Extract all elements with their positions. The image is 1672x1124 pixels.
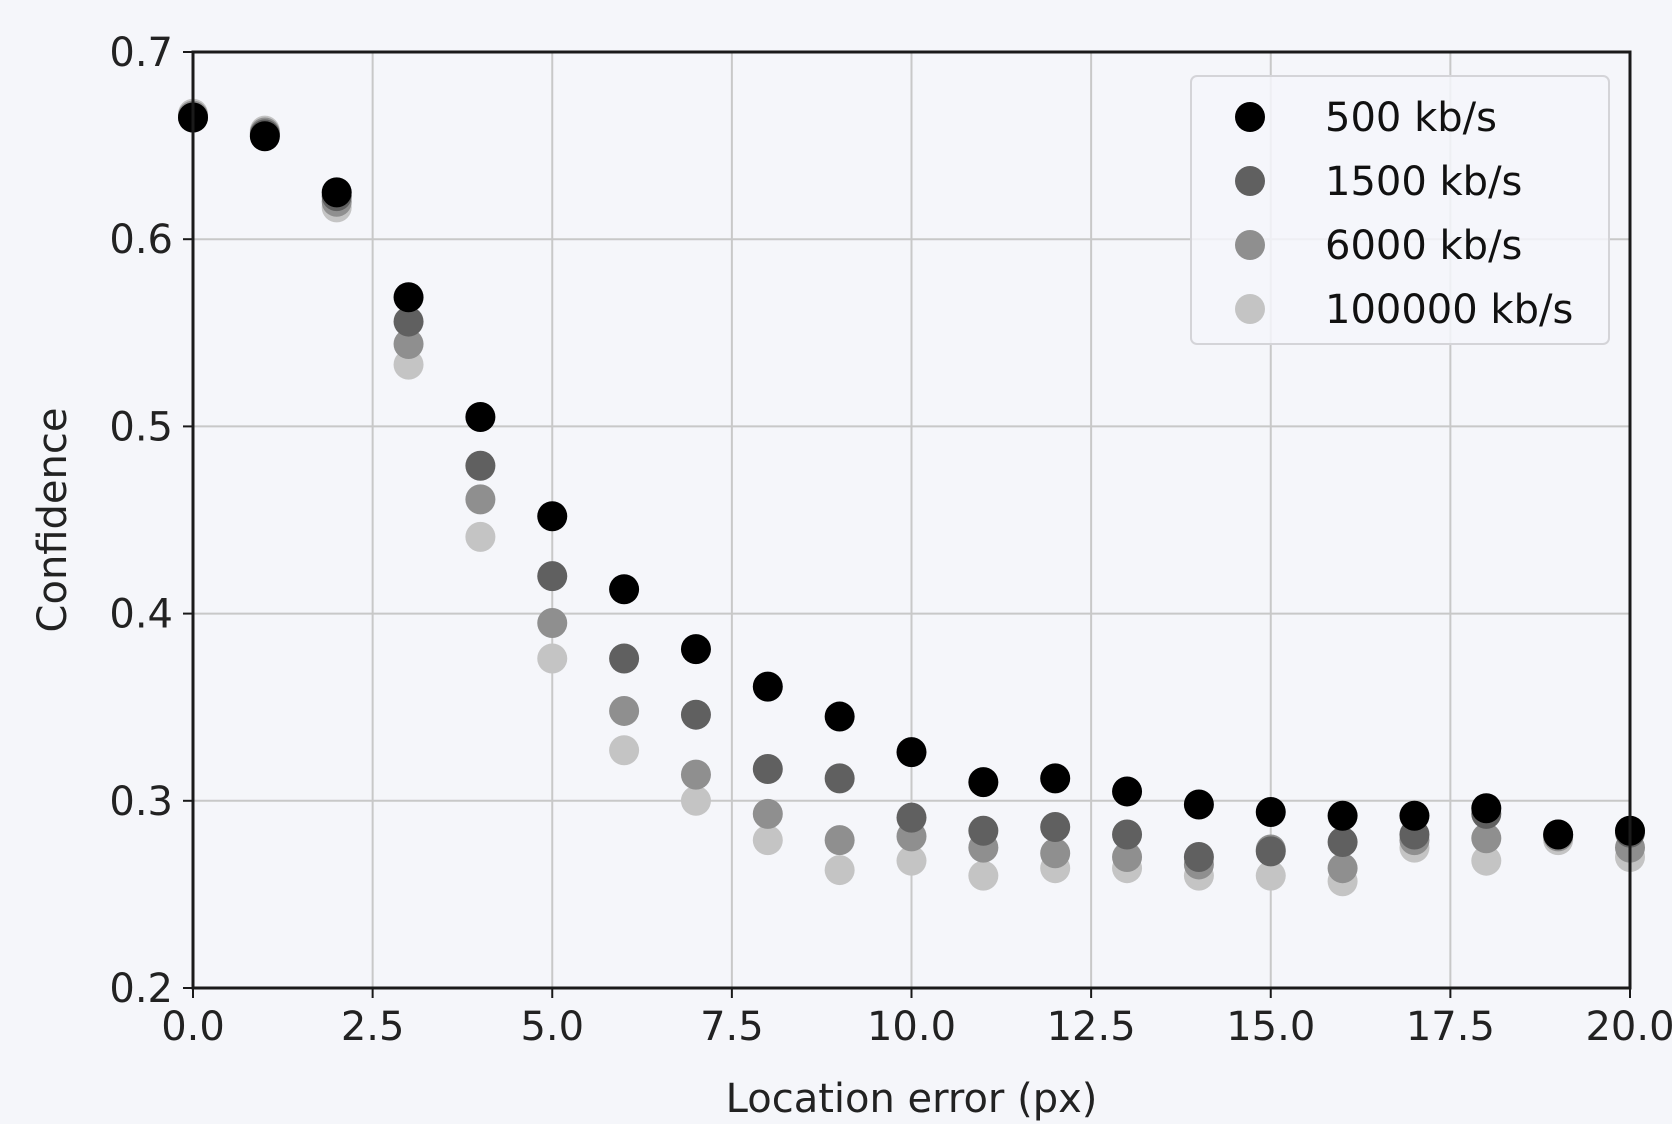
data-point xyxy=(465,402,496,433)
data-point xyxy=(824,855,855,886)
data-point xyxy=(896,737,927,768)
legend-marker xyxy=(1235,166,1265,196)
legend: 500 kb/s 1500 kb/s 6000 kb/s 100000 kb/s xyxy=(1190,75,1610,345)
x-tick-label: 7.5 xyxy=(700,1004,764,1050)
data-point xyxy=(968,767,999,798)
data-point xyxy=(968,860,999,891)
data-point xyxy=(968,815,999,846)
data-point xyxy=(1399,800,1430,831)
data-point xyxy=(1327,800,1358,831)
data-point xyxy=(1327,826,1358,857)
data-point xyxy=(465,484,496,515)
data-point xyxy=(680,634,711,665)
data-point xyxy=(1112,841,1143,872)
data-point xyxy=(752,671,783,702)
data-point xyxy=(752,798,783,829)
legend-box xyxy=(1190,75,1610,345)
data-point xyxy=(1112,776,1143,807)
x-axis-label: Location error (px) xyxy=(726,1076,1098,1122)
legend-label: 1500 kb/s xyxy=(1325,159,1522,205)
data-point xyxy=(609,574,640,605)
data-point xyxy=(1471,793,1502,824)
data-point xyxy=(1183,789,1214,820)
data-point xyxy=(1040,763,1071,794)
data-point xyxy=(680,759,711,790)
x-tick-label: 2.5 xyxy=(341,1004,405,1050)
data-point xyxy=(393,329,424,360)
data-point xyxy=(393,282,424,313)
data-point xyxy=(896,845,927,876)
axis-ticks: 0.0 2.5 5.0 7.5 10.0 12.5 15.0 17.5 20.0 0.2 0.3 0.… xyxy=(109,30,1672,1050)
x-tick-label: 0.0 xyxy=(161,1004,225,1050)
y-tick-label: 0.7 xyxy=(109,30,173,76)
x-tick-label: 17.5 xyxy=(1406,1004,1495,1050)
data-point xyxy=(1040,812,1071,843)
legend-label: 500 kb/s xyxy=(1325,95,1497,141)
data-point xyxy=(249,121,280,152)
data-point xyxy=(537,643,568,674)
data-point xyxy=(824,763,855,794)
data-point xyxy=(680,699,711,730)
data-point xyxy=(1255,836,1286,867)
data-point xyxy=(824,825,855,856)
data-point xyxy=(1543,819,1574,850)
legend-label: 100000 kb/s xyxy=(1325,287,1573,333)
y-tick-label: 0.6 xyxy=(109,217,173,263)
data-point xyxy=(537,501,568,532)
x-tick-label: 10.0 xyxy=(867,1004,956,1050)
data-point xyxy=(1471,823,1502,854)
data-point xyxy=(465,450,496,481)
y-tick-label: 0.2 xyxy=(109,966,173,1012)
y-tick-label: 0.4 xyxy=(109,592,173,638)
data-point xyxy=(465,521,496,552)
data-point xyxy=(1255,860,1286,891)
data-point xyxy=(824,701,855,732)
data-point xyxy=(1327,853,1358,884)
data-point xyxy=(752,825,783,856)
x-tick-label: 5.0 xyxy=(520,1004,584,1050)
data-points xyxy=(178,98,1645,897)
data-point xyxy=(609,735,640,766)
data-point xyxy=(537,607,568,638)
legend-label: 6000 kb/s xyxy=(1325,223,1522,269)
data-point xyxy=(1471,845,1502,876)
data-point xyxy=(896,802,927,833)
data-point xyxy=(752,753,783,784)
y-tick-label: 0.5 xyxy=(109,404,173,450)
data-point xyxy=(1255,797,1286,828)
data-point xyxy=(393,349,424,380)
legend-marker xyxy=(1235,230,1265,260)
legend-marker xyxy=(1235,294,1265,324)
x-tick-label: 12.5 xyxy=(1047,1004,1136,1050)
data-point xyxy=(1112,819,1143,850)
data-point xyxy=(321,177,352,208)
data-point xyxy=(1040,838,1071,869)
x-tick-label: 20.0 xyxy=(1585,1004,1672,1050)
x-tick-label: 15.0 xyxy=(1226,1004,1315,1050)
data-point xyxy=(609,643,640,674)
data-point xyxy=(680,785,711,816)
y-axis-label: Confidence xyxy=(30,408,76,633)
y-tick-label: 0.3 xyxy=(109,779,173,825)
plot-frame xyxy=(191,50,1632,990)
data-point xyxy=(393,306,424,337)
data-point xyxy=(609,695,640,726)
data-point xyxy=(1183,841,1214,872)
legend-marker xyxy=(1235,102,1265,132)
data-point xyxy=(537,561,568,592)
